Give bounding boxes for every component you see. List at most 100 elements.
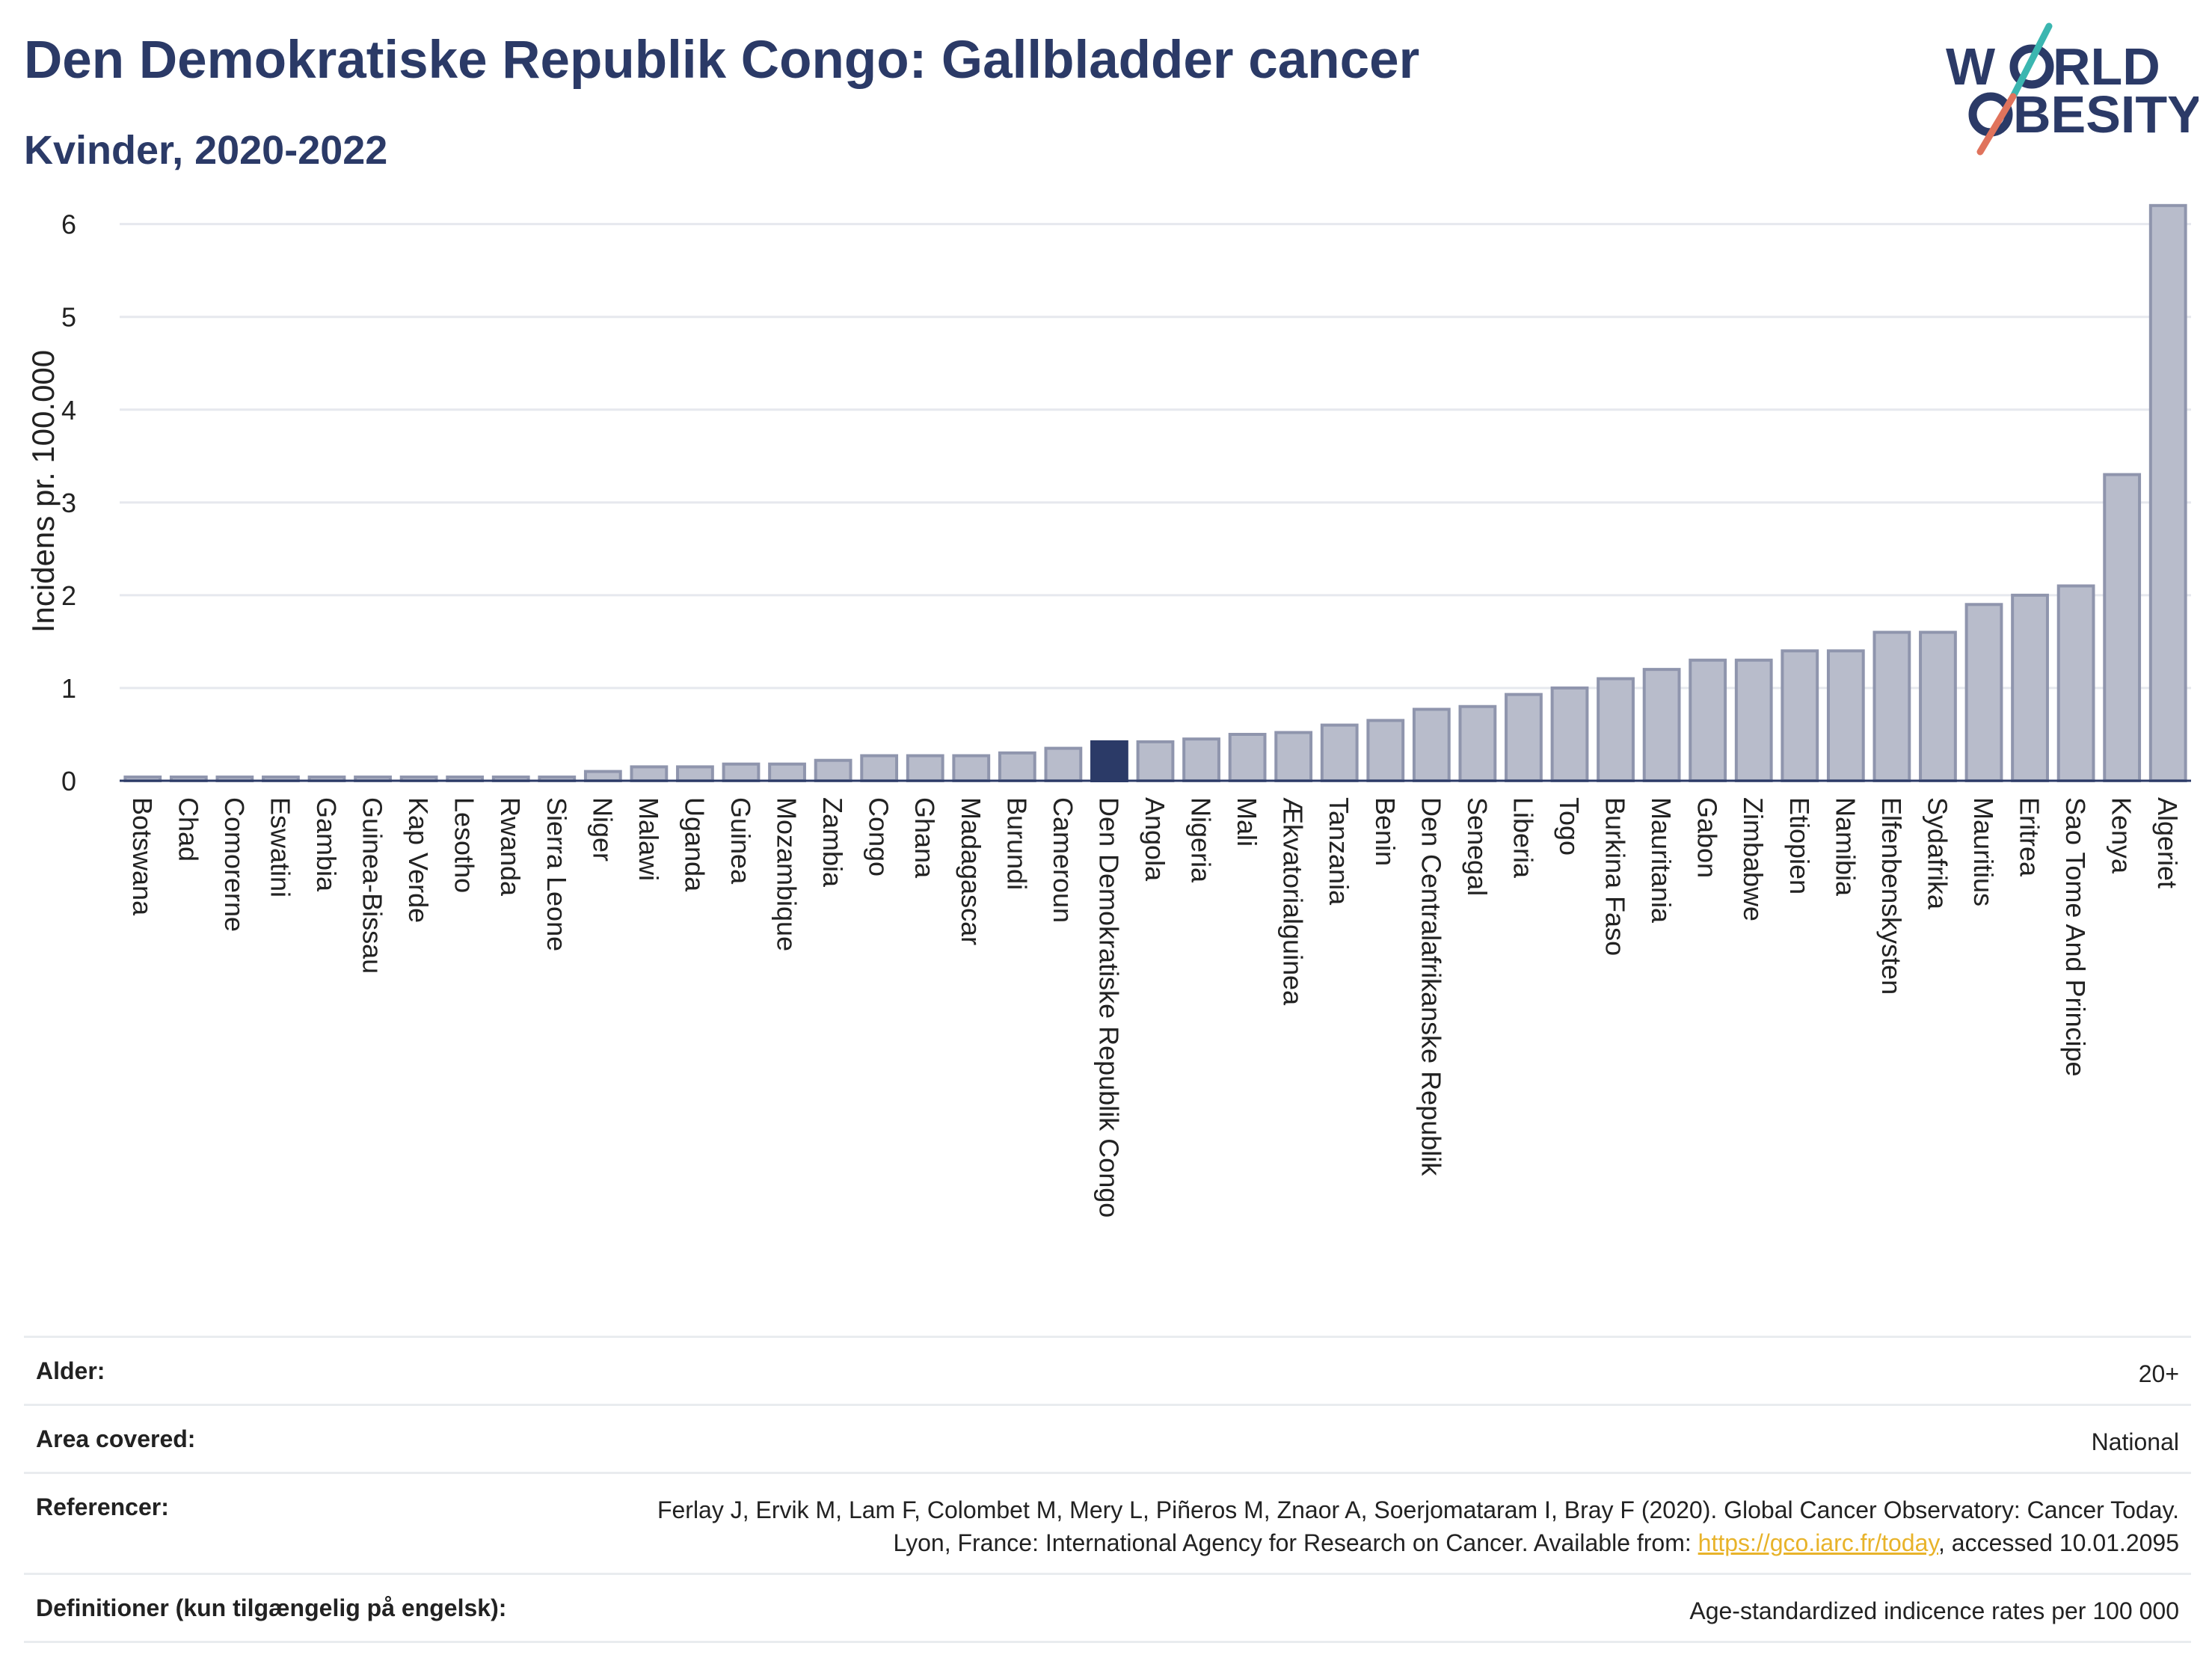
bar bbox=[1366, 719, 1405, 782]
chart-title: Den Demokratiske Republik Congo: Gallbla… bbox=[24, 31, 1420, 90]
x-tick-label: Mali bbox=[1232, 797, 1262, 847]
x-tick-label: Lesotho bbox=[449, 797, 480, 893]
bar bbox=[1919, 630, 1957, 782]
x-tick-label: Guinea-Bissau bbox=[357, 797, 388, 974]
bar-chart: 0 1 2 3 4 5 6 Botswana Chad Comorerne Eswatini Gam… bbox=[25, 203, 2191, 1218]
bar bbox=[906, 754, 944, 782]
x-tick-label: Angola bbox=[1140, 797, 1170, 882]
bar bbox=[1826, 649, 1865, 782]
x-tick-label: Den Centralafrikanske Republik bbox=[1416, 797, 1446, 1176]
bar bbox=[1044, 746, 1083, 782]
references-accessed: , accessed 10.01.2095 bbox=[1938, 1529, 2179, 1556]
bar bbox=[814, 758, 852, 782]
bar bbox=[583, 770, 622, 782]
references-value: Ferlay J, Ervik M, Lam F, Colombet M, Me… bbox=[609, 1493, 2179, 1559]
x-tick-label: Algeriet bbox=[2152, 797, 2183, 888]
svg-text:W: W bbox=[1946, 37, 1995, 96]
bar bbox=[1090, 740, 1128, 782]
x-tick-label: Eswatini bbox=[265, 797, 295, 897]
x-tick-label: Congo bbox=[864, 797, 894, 876]
y-tick-label: 5 bbox=[61, 302, 76, 333]
x-tick-label: Burkina Faso bbox=[1600, 797, 1631, 956]
age-label: Alder: bbox=[36, 1357, 105, 1384]
references-text: Ferlay J, Ervik M, Lam F, Colombet M, Me… bbox=[657, 1496, 2179, 1556]
svg-text:BESITY: BESITY bbox=[2013, 85, 2199, 144]
x-tick-label: Gabon bbox=[1692, 797, 1723, 878]
bar bbox=[722, 762, 761, 783]
bar bbox=[1458, 704, 1497, 782]
references-link[interactable]: https://gco.iarc.fr/today bbox=[1698, 1529, 1938, 1556]
definitions-label: Definitioner (kun tilgængelig på engelsk… bbox=[36, 1594, 507, 1621]
bar bbox=[1182, 737, 1220, 782]
x-tick-label: Namibia bbox=[1830, 797, 1861, 897]
bar bbox=[1642, 668, 1681, 782]
definitions-value: Age-standardized indicence rates per 100… bbox=[1689, 1597, 2179, 1624]
bar bbox=[1505, 693, 1543, 783]
x-tick-label: Gambia bbox=[311, 797, 342, 892]
bar bbox=[768, 762, 806, 783]
x-tick-label: Sierra Leone bbox=[541, 797, 572, 951]
x-tick-label: Togo bbox=[1554, 797, 1585, 856]
x-axis-ticks: Botswana Chad Comorerne Eswatini Gambia Guine… bbox=[127, 797, 2183, 1218]
x-tick-label: Chad bbox=[173, 797, 203, 862]
bar bbox=[1734, 658, 1773, 782]
x-tick-label: Benin bbox=[1370, 797, 1401, 866]
meta-row-age: Alder: 20+ bbox=[24, 1336, 2191, 1404]
x-tick-label: Sao Tome And Principe bbox=[2060, 797, 2091, 1077]
area-label: Area covered: bbox=[36, 1425, 196, 1452]
x-tick-label: Niger bbox=[587, 797, 618, 862]
x-tick-label: Madagascar bbox=[956, 797, 986, 945]
x-tick-label: Zambia bbox=[817, 797, 848, 888]
area-value: National bbox=[2091, 1428, 2179, 1455]
svg-text:RLD: RLD bbox=[2053, 37, 2160, 96]
bar bbox=[952, 754, 991, 782]
bar bbox=[676, 765, 714, 782]
bar bbox=[630, 765, 669, 782]
meta-row-references: Referencer: Ferlay J, Ervik M, Lam F, Co… bbox=[24, 1472, 2191, 1573]
bar bbox=[1550, 686, 1589, 782]
y-tick-label: 6 bbox=[61, 209, 76, 240]
bar bbox=[1964, 603, 2003, 782]
bar bbox=[998, 751, 1036, 782]
x-tick-label: Ghana bbox=[909, 797, 940, 879]
x-tick-label: Senegal bbox=[1462, 797, 1493, 896]
bars bbox=[123, 203, 2187, 783]
references-label: Referencer: bbox=[36, 1493, 169, 1520]
bar bbox=[1597, 677, 1635, 782]
x-tick-label: Burundi bbox=[1001, 797, 1032, 890]
x-tick-label: Kap Verde bbox=[403, 797, 434, 923]
x-tick-label: Sydafrika bbox=[1922, 797, 1953, 910]
x-tick-label: Ækvatorialguinea bbox=[1278, 797, 1309, 1006]
meta-row-definitions: Definitioner (kun tilgængelig på engelsk… bbox=[24, 1573, 2191, 1643]
bar bbox=[1136, 740, 1175, 782]
x-tick-label: Guinea bbox=[725, 797, 756, 885]
x-tick-label: Eritrea bbox=[2015, 797, 2045, 877]
bar bbox=[2056, 584, 2095, 782]
x-tick-label: Den Demokratiske Republik Congo bbox=[1093, 797, 1124, 1218]
bar bbox=[860, 754, 899, 782]
meta-row-area: Area covered: National bbox=[24, 1404, 2191, 1472]
x-tick-label: Elfenbenskysten bbox=[1876, 797, 1907, 995]
y-axis-ticks: 0 1 2 3 4 5 6 bbox=[61, 209, 76, 796]
x-tick-label: Botswana bbox=[127, 797, 158, 916]
x-tick-label: Comorerne bbox=[219, 797, 250, 932]
x-tick-label: Etiopien bbox=[1784, 797, 1815, 894]
bar bbox=[1689, 658, 1727, 782]
bar bbox=[1781, 649, 1819, 782]
y-tick-label: 3 bbox=[61, 488, 76, 518]
bar bbox=[1872, 630, 1911, 782]
x-tick-label: Liberia bbox=[1508, 797, 1538, 879]
bar bbox=[1412, 707, 1451, 782]
bar bbox=[2011, 593, 2049, 782]
x-tick-label: Zimbabwe bbox=[1738, 797, 1769, 921]
y-tick-label: 0 bbox=[61, 766, 76, 796]
x-tick-label: Rwanda bbox=[495, 797, 526, 897]
x-tick-label: Tanzania bbox=[1324, 797, 1354, 906]
y-tick-label: 1 bbox=[61, 673, 76, 704]
age-value: 20+ bbox=[2138, 1360, 2179, 1387]
x-tick-label: Cameroun bbox=[1048, 797, 1078, 923]
y-tick-label: 4 bbox=[61, 395, 76, 426]
world-obesity-logo: W RLD BESITY bbox=[1946, 22, 2199, 156]
x-tick-label: Nigeria bbox=[1186, 797, 1217, 883]
chart-subtitle: Kvinder, 2020-2022 bbox=[24, 128, 388, 173]
